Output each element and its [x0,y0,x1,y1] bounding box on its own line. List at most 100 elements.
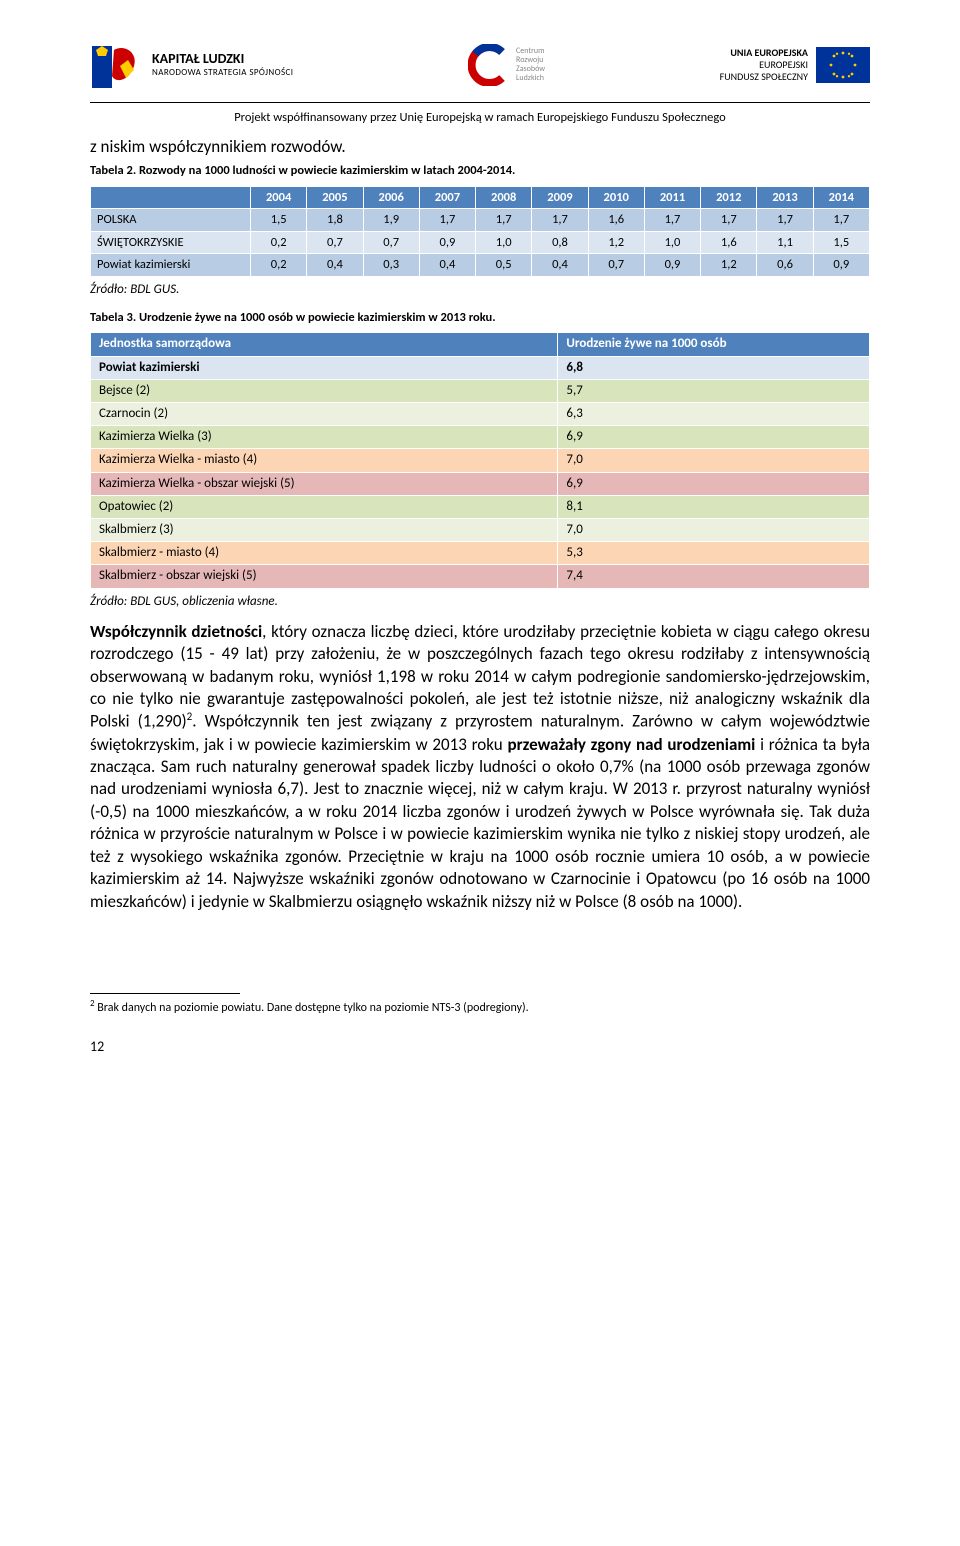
table2-row: Skalbmierz - miasto (4)5,3 [91,542,870,565]
table1-year: 2012 [701,186,757,209]
table1-cell: 0,2 [251,254,307,277]
logo-crzl: Centrum Rozwoju Zasobów Ludzkich [468,44,545,86]
table1-cell: 0,7 [588,254,644,277]
table2-row-value: 6,9 [558,472,870,495]
table1-row: Powiat kazimierski0,20,40,30,40,50,40,70… [91,254,870,277]
table1-row-label: Powiat kazimierski [91,254,251,277]
table2-row: Kazimierza Wielka - obszar wiejski (5)6,… [91,472,870,495]
logo-center-l4: Ludzkich [516,74,545,83]
table2-row: Czarnocin (2)6,3 [91,403,870,426]
table1-cell: 0,8 [532,231,588,254]
table2-row-value: 8,1 [558,495,870,518]
table1-cell: 1,9 [363,209,419,232]
table2-row-label: Skalbmierz - obszar wiejski (5) [91,565,558,588]
table1-row-label: POLSKA [91,209,251,232]
table2-header-row: Jednostka samorządowa Urodzenie żywe na … [91,333,870,356]
table2-row-value: 7,0 [558,449,870,472]
table2-row-label: Czarnocin (2) [91,403,558,426]
table2-row-value: 6,3 [558,403,870,426]
table1-cell: 0,9 [644,254,700,277]
table1-year: 2013 [757,186,813,209]
table2-row: Bejsce (2)5,7 [91,379,870,402]
table1-cell: 1,7 [701,209,757,232]
table2-caption: Tabela 3. Urodzenie żywe na 1000 osób w … [90,309,870,327]
body-part3: i różnica ta była znacząca. Sam ruch nat… [90,734,870,912]
table1-row: POLSKA1,51,81,91,71,71,71,61,71,71,71,7 [91,209,870,232]
table1-cell: 0,9 [813,254,869,277]
table2-row: Skalbmierz (3)7,0 [91,518,870,541]
eu-flag-icon [816,47,870,83]
table1-cell: 1,7 [644,209,700,232]
table1-cell: 0,4 [419,254,475,277]
table1-cell: 1,8 [307,209,363,232]
table1-cell: 1,7 [476,209,532,232]
table1-cell: 1,2 [588,231,644,254]
table2-row-label: Skalbmierz (3) [91,518,558,541]
table1-year: 2007 [419,186,475,209]
footnote: 2 Brak danych na poziomie powiatu. Dane … [90,998,870,1017]
logo-left-line2: NARODOWA STRATEGIA SPÓJNOŚCI [152,68,293,79]
table1-cell: 1,6 [701,231,757,254]
table2-row-value: 7,4 [558,565,870,588]
table1-year: 2011 [644,186,700,209]
table2-row: Powiat kazimierski6,8 [91,356,870,379]
table1-cell: 1,0 [644,231,700,254]
table2: Jednostka samorządowa Urodzenie żywe na … [90,332,870,588]
table2-row-label: Kazimierza Wielka - miasto (4) [91,449,558,472]
table1-cell: 1,7 [532,209,588,232]
table1-cell: 0,7 [363,231,419,254]
footnote-separator [90,993,240,994]
table2-row-label: Opatowiec (2) [91,495,558,518]
table2-row: Opatowiec (2)8,1 [91,495,870,518]
table2-row-value: 5,7 [558,379,870,402]
table1-cell: 1,5 [251,209,307,232]
table1-cell: 0,5 [476,254,532,277]
logo-center-text: Centrum Rozwoju Zasobów Ludzkich [516,47,545,82]
table1-year: 2006 [363,186,419,209]
table2-row-value: 5,3 [558,542,870,565]
table1-cell: 1,7 [757,209,813,232]
table1-header-blank [91,186,251,209]
table2-row-label: Powiat kazimierski [91,356,558,379]
table1-cell: 0,2 [251,231,307,254]
table1-year: 2010 [588,186,644,209]
logo-left-line1: KAPITAŁ LUDZKI [152,51,293,68]
table1-cell: 1,2 [701,254,757,277]
table1-cell: 0,9 [419,231,475,254]
table2-source: Źródło: BDL GUS, obliczenia własne. [90,593,870,611]
table1-year: 2014 [813,186,869,209]
kapital-ludzki-icon [90,40,146,90]
table2-row-value: 6,9 [558,426,870,449]
header-logos: KAPITAŁ LUDZKI NARODOWA STRATEGIA SPÓJNO… [90,40,870,90]
table2-head-col2: Urodzenie żywe na 1000 osób [558,333,870,356]
table1-cell: 0,7 [307,231,363,254]
crzl-icon [468,44,510,86]
logo-eu-l3: FUNDUSZ SPOŁECZNY [720,71,808,83]
table1-cell: 0,4 [532,254,588,277]
table1-year: 2009 [532,186,588,209]
table1: 2004 2005 2006 2007 2008 2009 2010 2011 … [90,186,870,277]
body-paragraph: Współczynnik dzietności, który oznacza l… [90,621,870,913]
table1-year: 2008 [476,186,532,209]
table2-row-label: Bejsce (2) [91,379,558,402]
table1-header-row: 2004 2005 2006 2007 2008 2009 2010 2011 … [91,186,870,209]
body-strong1: Współczynnik dzietności [90,621,262,642]
table1-cell: 1,5 [813,231,869,254]
logo-eu: UNIA EUROPEJSKA EUROPEJSKI FUNDUSZ SPOŁE… [720,47,870,83]
header-divider [90,102,870,103]
table2-head-col1: Jednostka samorządowa [91,333,558,356]
table1-cell: 0,6 [757,254,813,277]
logo-kapital-text: KAPITAŁ LUDZKI NARODOWA STRATEGIA SPÓJNO… [152,51,293,79]
table2-row-label: Kazimierza Wielka (3) [91,426,558,449]
table2-row: Skalbmierz - obszar wiejski (5)7,4 [91,565,870,588]
body-strong2: przeważały zgony nad urodzeniami [507,734,755,755]
table1-cell: 1,7 [419,209,475,232]
table1-year: 2004 [251,186,307,209]
table1-cell: 1,0 [476,231,532,254]
table1-cell: 0,4 [307,254,363,277]
table1-caption: Tabela 2. Rozwody na 1000 ludności w pow… [90,162,870,180]
footnote-text: Brak danych na poziomie powiatu. Dane do… [95,1001,529,1015]
logo-kapital-ludzki: KAPITAŁ LUDZKI NARODOWA STRATEGIA SPÓJNO… [90,40,293,90]
table1-cell: 0,3 [363,254,419,277]
table1-cell: 1,6 [588,209,644,232]
